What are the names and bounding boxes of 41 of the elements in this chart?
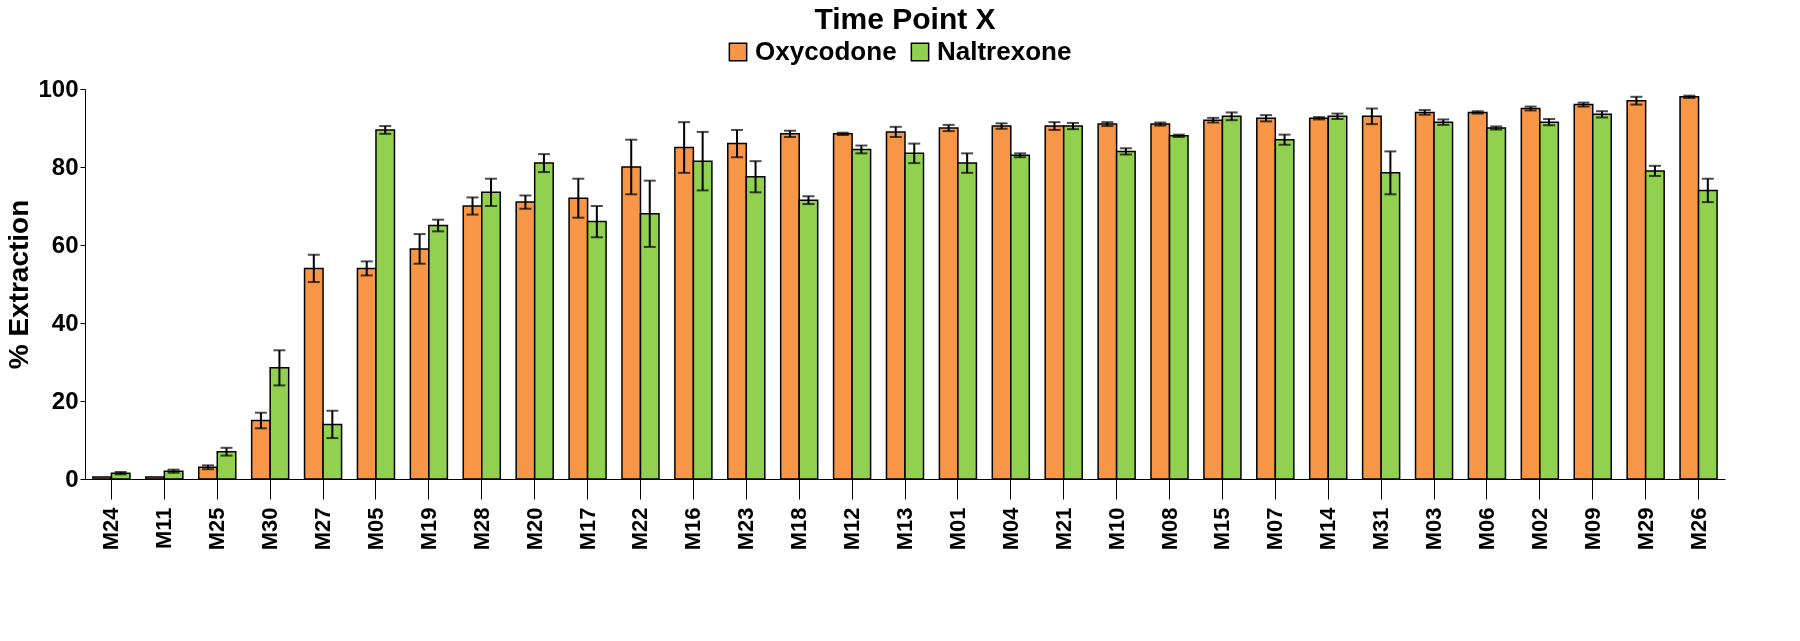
legend-label: Oxycodone	[755, 36, 897, 66]
x-tick-label: M05	[362, 507, 388, 551]
x-tick-label: M11	[151, 507, 177, 550]
legend-label: Naltrexone	[937, 36, 1072, 66]
x-tick-label: M20	[521, 507, 547, 551]
x-tick-label: M07	[1262, 507, 1288, 551]
x-tick-label: M30	[257, 507, 283, 551]
x-tick-label: M29	[1632, 507, 1658, 551]
x-tick-label: M02	[1526, 507, 1552, 551]
x-tick-label: M14	[1315, 506, 1341, 551]
x-tick-label: M17	[574, 507, 600, 551]
chart-title: Time Point X	[814, 2, 996, 35]
x-tick-label: M06	[1473, 507, 1499, 551]
x-tick-label: M13	[892, 507, 917, 551]
x-tick-label: M26	[1685, 507, 1711, 551]
x-tick-label: M31	[1368, 507, 1394, 551]
x-tick-label: M10	[1103, 507, 1129, 551]
x-tick-label: M23	[733, 507, 759, 551]
x-tick-label: M15	[1209, 507, 1235, 551]
x-tick-label: M08	[1156, 507, 1182, 551]
y-tick-label: 0	[65, 464, 79, 492]
y-tick-label: 40	[51, 308, 79, 336]
x-tick-label: M09	[1579, 507, 1605, 551]
y-tick-label: 100	[38, 74, 79, 102]
y-tick-label: 60	[51, 230, 79, 258]
x-tick-label: M27	[310, 507, 336, 551]
y-axis-title: % Extraction	[3, 199, 35, 370]
x-tick-label: M18	[786, 507, 812, 551]
x-tick-label: M28	[468, 507, 494, 551]
x-tick-label: M12	[839, 507, 865, 551]
x-tick-label: M01	[944, 507, 970, 551]
x-tick-label: M04	[997, 506, 1023, 551]
x-tick-label: M24	[98, 506, 124, 551]
x-tick-label: M25	[204, 507, 230, 551]
y-tick-label: 80	[51, 152, 79, 180]
x-tick-label: M03	[1421, 507, 1447, 551]
x-tick-label: M16	[680, 507, 706, 551]
y-tick-label: 20	[51, 386, 79, 414]
x-tick-label: M19	[415, 507, 441, 551]
x-tick-label: M21	[1050, 507, 1076, 551]
x-tick-label: M22	[627, 507, 653, 551]
